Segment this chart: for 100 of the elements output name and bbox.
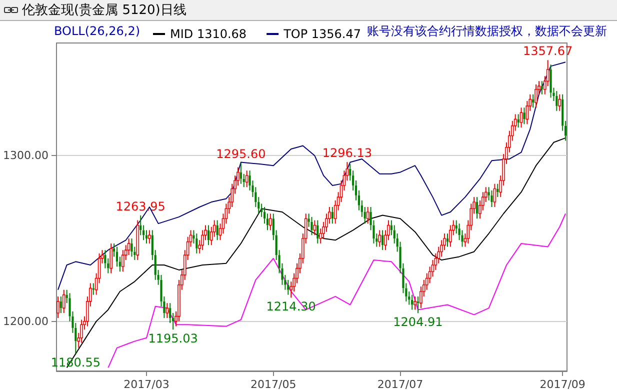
candlestick [360, 200, 363, 218]
candlestick [437, 246, 440, 264]
candlestick [481, 192, 484, 211]
candlestick [461, 230, 464, 248]
candlestick [260, 203, 263, 218]
chart-title: 伦敦金现(贵金属 5120)日线 [22, 2, 186, 19]
annotation: 1204.91 [393, 315, 443, 330]
candlestick [378, 230, 382, 248]
candlestick [408, 290, 410, 306]
x-tick-label: 2017/07 [377, 378, 424, 390]
candlestick [393, 224, 396, 244]
candlestick [517, 114, 520, 128]
candlestick [322, 221, 325, 239]
candlestick [310, 216, 313, 236]
candlestick [382, 230, 384, 251]
candlestick [136, 220, 140, 261]
candlestick [526, 100, 529, 125]
candlestick [166, 302, 169, 318]
candlestick [425, 272, 428, 290]
annotation: 1195.03 [148, 332, 198, 346]
y-tick-label: 1200.00 [2, 314, 48, 328]
candlestick [254, 186, 257, 208]
candlestick [325, 213, 328, 232]
annotation: 1263.95 [116, 199, 166, 214]
line-series [108, 213, 566, 368]
candlestick [134, 246, 136, 261]
candlestick [331, 206, 334, 224]
annotation: 1296.13 [322, 146, 372, 160]
candlestick [316, 220, 319, 244]
candlestick [142, 224, 145, 241]
candlestick [252, 180, 254, 198]
x-tick-label: 2017/09 [540, 378, 586, 390]
candlestick [478, 200, 482, 220]
candlestick [230, 183, 234, 208]
candlestick [207, 224, 210, 246]
candlestick [455, 220, 458, 234]
candlestick [212, 220, 216, 238]
candlestick [520, 107, 523, 128]
legend-label: TOP 1356.47 [282, 27, 362, 41]
candlestick [145, 230, 148, 244]
candlestick [546, 60, 550, 87]
candlestick [334, 200, 337, 224]
candlestick [290, 281, 293, 298]
candlestick [266, 213, 269, 231]
legend-title: BOLL(26,26,2) [54, 24, 140, 38]
candlestick [216, 220, 218, 241]
candlestick [390, 220, 392, 236]
candlestick [110, 242, 113, 274]
annotation: 1295.60 [216, 146, 266, 161]
candlestick [92, 282, 94, 296]
annotation: 1357.67 [523, 44, 573, 58]
candlestick [169, 302, 172, 324]
candlestick [62, 289, 66, 314]
candlestick [287, 279, 290, 296]
x-tick-label: 2017/05 [250, 378, 296, 390]
candlestick [558, 94, 562, 112]
candlestick [484, 186, 488, 203]
candlestick [248, 170, 251, 191]
candlestick [127, 238, 130, 256]
candlestick [121, 250, 124, 272]
candlestick [107, 258, 110, 274]
candlestick [319, 228, 322, 244]
candlestick [414, 296, 416, 310]
candlestick [431, 260, 434, 278]
candlestick [458, 223, 460, 241]
candlestick [269, 213, 272, 231]
candlestick [140, 214, 142, 236]
candlestick [308, 213, 310, 228]
candlestick [449, 224, 452, 248]
candlestick [488, 186, 490, 201]
line-series [57, 62, 566, 290]
candlestick [434, 252, 438, 270]
candlestick [196, 233, 198, 254]
candlestick [443, 233, 446, 251]
candlestick [364, 206, 366, 224]
candlestick [80, 319, 84, 344]
legend-label: MID 1310.68 [170, 27, 247, 41]
candlestick [440, 240, 444, 258]
candlestick [240, 162, 242, 184]
candlestick [60, 296, 62, 314]
candlestick [201, 230, 204, 251]
candlestick [358, 190, 360, 211]
candlestick [366, 206, 370, 224]
candlestick [210, 226, 213, 246]
candlestick [556, 90, 558, 112]
candlestick [130, 238, 133, 258]
candlestick [148, 230, 151, 244]
candlestick [550, 64, 552, 98]
candlestick [116, 246, 118, 268]
candlestick [523, 107, 526, 125]
candlestick [236, 166, 240, 186]
candlestick [328, 206, 331, 224]
candlestick [419, 286, 422, 309]
y-tick-label: 1300.00 [2, 149, 48, 162]
candlestick [428, 266, 432, 284]
candlestick [56, 296, 60, 318]
candlestick [476, 196, 478, 220]
candlestick [490, 190, 493, 208]
candlestick [104, 250, 106, 269]
candlestick [446, 233, 449, 248]
